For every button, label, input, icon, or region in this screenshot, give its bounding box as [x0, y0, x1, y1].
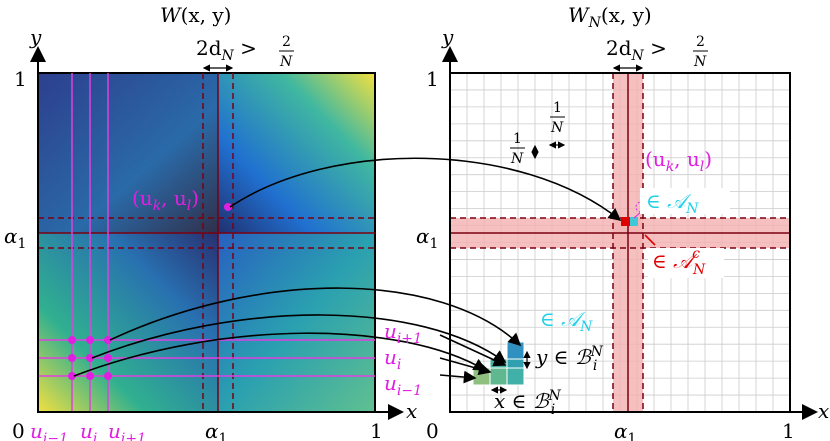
in-a-label: ∈ 𝒜N [646, 189, 699, 217]
y-one: 1 [14, 67, 27, 91]
y-axis-label: y [441, 25, 454, 49]
y-one: 1 [426, 67, 439, 91]
alpha-x: α1 [614, 419, 636, 441]
fraction-den: N [550, 120, 564, 136]
u-label: ui [384, 345, 401, 373]
fraction-den: N [693, 54, 707, 70]
dimension-arrows [202, 64, 644, 394]
y-axis-label: y [29, 25, 42, 49]
label-bg [640, 188, 730, 214]
x-axis-label: x [818, 399, 829, 423]
fraction-den: N [510, 151, 524, 167]
fraction-num: 1 [553, 100, 562, 116]
title: WN(x, y) [568, 3, 652, 31]
x-one: 1 [782, 419, 795, 441]
in-a-label: ∈ 𝒜N [540, 307, 593, 335]
title: W(x, y) [160, 3, 231, 27]
point-label: (uk, ul) [645, 147, 712, 175]
width-label: 2dN > [606, 36, 667, 64]
x-axis-label: x [406, 399, 417, 423]
y-in-b-label: y ∈ ℬN i [535, 344, 604, 374]
origin: 0 [12, 419, 25, 441]
x-in-b-label: x ∈ ℬN i [494, 388, 562, 418]
fraction-num: 2 [696, 34, 705, 50]
bands [450, 73, 790, 412]
cells [472, 341, 525, 386]
mapping-arrows [73, 157, 656, 384]
u-label: ui [80, 419, 97, 441]
in-ac-label: ∈ 𝒜c N [652, 246, 706, 278]
alpha-lines [38, 73, 375, 412]
u-points [68, 203, 232, 380]
alpha-x: α1 [205, 419, 227, 441]
fraction-num: 1 [513, 131, 522, 147]
fraction-num: 2 [282, 34, 291, 50]
u-label: ui+1 [384, 319, 422, 347]
u-label: ui−1 [384, 371, 422, 399]
x-one: 1 [370, 419, 383, 441]
u-label: ui+1 [108, 419, 146, 441]
fraction-den: N [279, 54, 293, 70]
width-label: 2dN > [196, 36, 257, 64]
origin: 0 [426, 419, 439, 441]
label-bg [648, 248, 724, 278]
u-label: ui−1 [30, 419, 68, 441]
alpha-y: α1 [416, 224, 438, 252]
point-label: (uk, ul) [132, 186, 199, 214]
alpha-y: α1 [4, 224, 26, 252]
axes [30, 46, 818, 420]
heatmap [37, 72, 376, 413]
